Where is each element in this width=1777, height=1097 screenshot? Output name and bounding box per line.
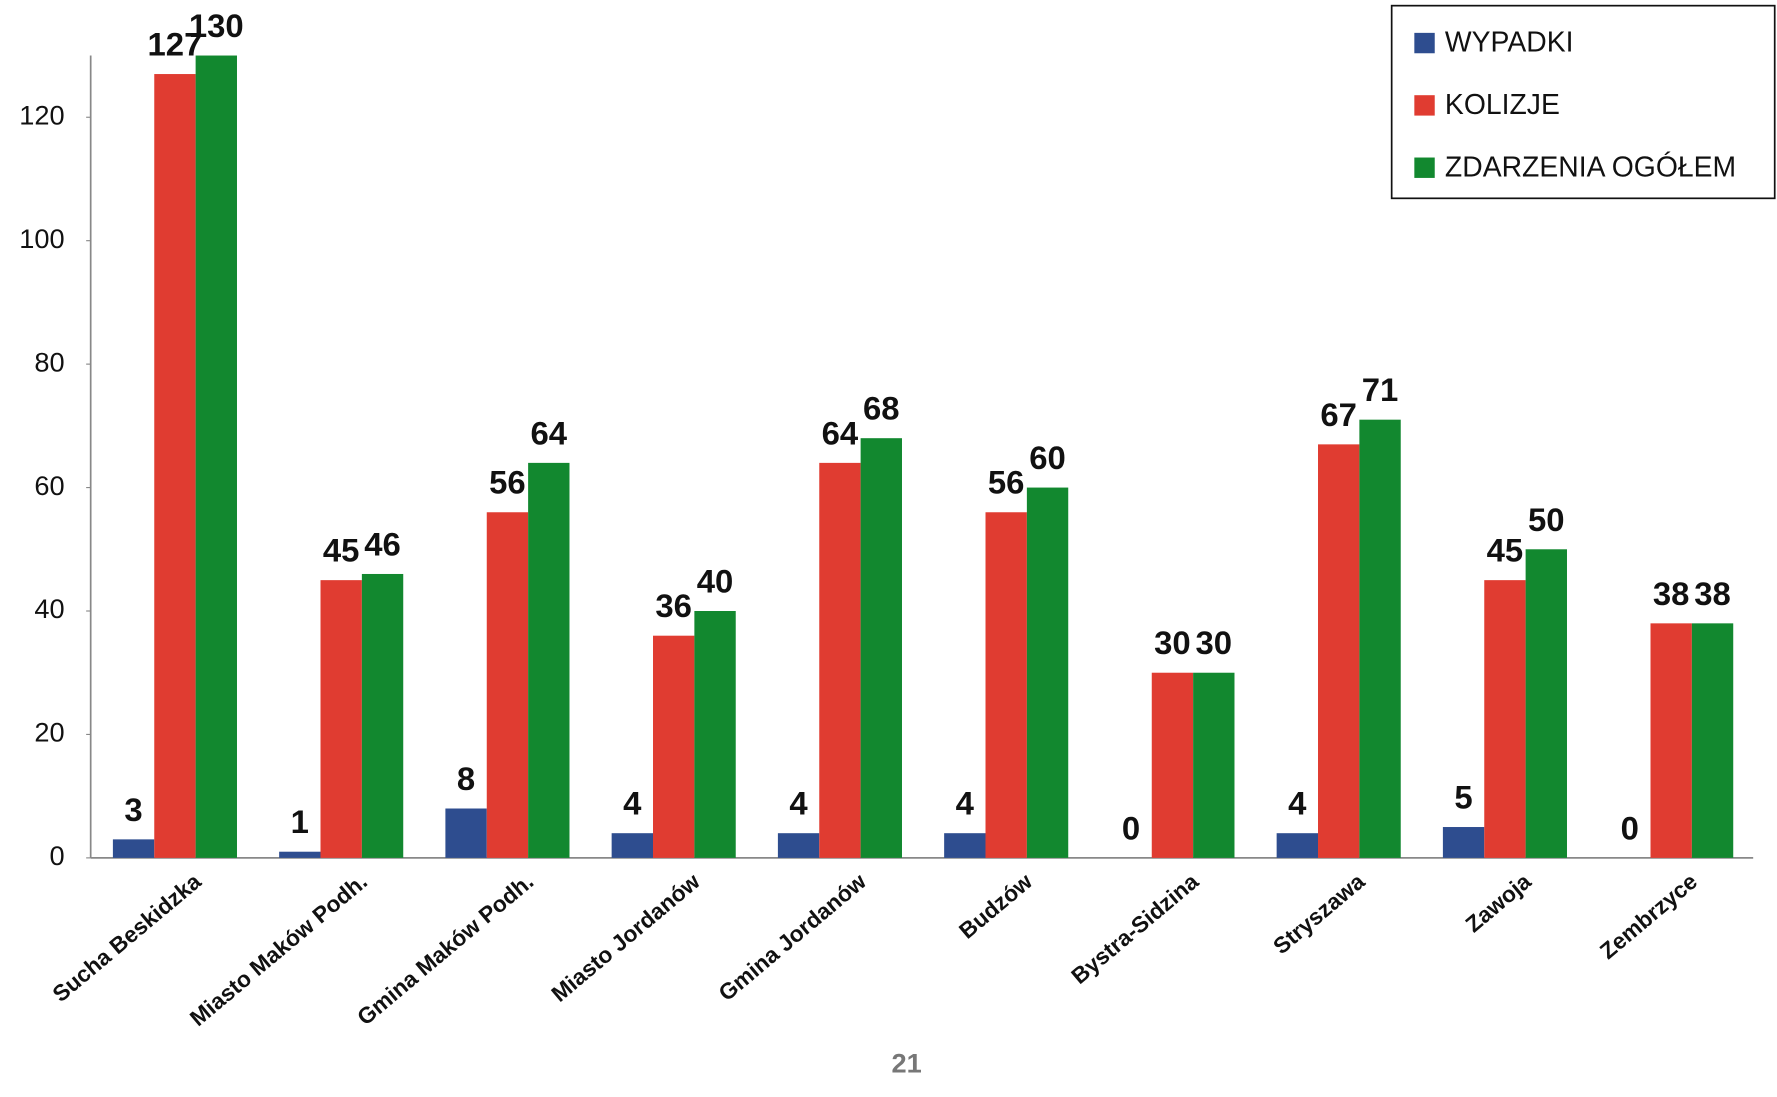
bar bbox=[361, 573, 404, 858]
bar bbox=[860, 438, 902, 858]
bar bbox=[985, 512, 1027, 858]
bar bbox=[1484, 580, 1526, 858]
bar bbox=[279, 851, 321, 858]
y-tick-label: 40 bbox=[34, 593, 64, 624]
bar bbox=[1026, 487, 1069, 858]
bar bbox=[777, 833, 820, 858]
x-tick-label: Sucha Beskidzka bbox=[47, 868, 206, 1007]
value-label: 30 bbox=[1196, 624, 1233, 661]
bar bbox=[1359, 419, 1401, 858]
value-label: 71 bbox=[1362, 371, 1399, 408]
value-label: 4 bbox=[956, 785, 975, 822]
value-label: 0 bbox=[1122, 809, 1140, 846]
value-label: 3 bbox=[124, 791, 142, 828]
bar bbox=[112, 839, 155, 858]
value-label: 5 bbox=[1454, 779, 1472, 816]
legend-swatch bbox=[1414, 32, 1435, 54]
x-tick-label: Zembrzyce bbox=[1595, 868, 1702, 964]
bar bbox=[528, 462, 570, 858]
x-tick-label: Gmina Jordanów bbox=[713, 868, 871, 1006]
y-tick-label: 20 bbox=[34, 717, 64, 748]
value-label: 0 bbox=[1621, 809, 1639, 846]
value-label: 64 bbox=[822, 414, 859, 451]
value-label: 45 bbox=[1487, 532, 1524, 569]
bar bbox=[819, 462, 861, 858]
x-tick-label: Miasto Jordanów bbox=[546, 868, 705, 1007]
value-label: 50 bbox=[1528, 501, 1565, 538]
x-tick-label: Stryszawa bbox=[1268, 868, 1370, 959]
value-label: 4 bbox=[789, 785, 808, 822]
bar bbox=[445, 808, 487, 858]
bar bbox=[1650, 623, 1692, 858]
value-label: 1 bbox=[291, 803, 309, 840]
y-tick-label: 80 bbox=[34, 346, 64, 377]
value-label: 4 bbox=[623, 785, 642, 822]
value-label: 36 bbox=[655, 587, 692, 624]
y-tick-label: 60 bbox=[34, 470, 64, 501]
value-label: 64 bbox=[531, 414, 568, 451]
y-tick-label: 0 bbox=[49, 840, 64, 871]
value-label: 68 bbox=[863, 390, 900, 427]
bar bbox=[1151, 672, 1194, 858]
legend-swatch bbox=[1414, 95, 1435, 116]
legend-label: ZDARZENIA OGÓŁEM bbox=[1445, 151, 1736, 183]
bar bbox=[1318, 444, 1360, 858]
bar bbox=[486, 512, 529, 858]
bar bbox=[320, 580, 362, 858]
value-label: 60 bbox=[1029, 439, 1066, 476]
x-tick-label: Gmina Maków Podh. bbox=[352, 868, 538, 1030]
value-label: 45 bbox=[323, 532, 360, 569]
value-label: 56 bbox=[489, 464, 526, 501]
bar bbox=[653, 635, 695, 858]
legend-label: KOLIZJE bbox=[1445, 89, 1560, 121]
value-label: 4 bbox=[1288, 785, 1307, 822]
bar bbox=[694, 611, 736, 858]
value-label: 40 bbox=[697, 562, 734, 599]
bar bbox=[1193, 672, 1235, 858]
value-label: 56 bbox=[988, 464, 1025, 501]
legend-box bbox=[1390, 4, 1776, 200]
page-number: 21 bbox=[892, 1047, 922, 1078]
value-label: 67 bbox=[1320, 396, 1357, 433]
x-tick-label: Bystra-Sidzina bbox=[1066, 868, 1204, 989]
bar bbox=[1525, 549, 1567, 858]
value-label: 127 bbox=[148, 26, 203, 63]
x-tick-label: Budzów bbox=[954, 868, 1038, 944]
bar bbox=[1442, 827, 1485, 858]
value-label: 46 bbox=[364, 525, 401, 562]
legend-swatch bbox=[1414, 157, 1435, 178]
bar bbox=[1276, 833, 1319, 858]
bar bbox=[154, 74, 196, 858]
y-tick-label: 100 bbox=[19, 223, 64, 254]
value-label: 38 bbox=[1694, 575, 1731, 612]
bar bbox=[611, 833, 654, 858]
value-label: 38 bbox=[1653, 575, 1690, 612]
value-label: 30 bbox=[1154, 624, 1191, 661]
value-label: 130 bbox=[189, 7, 244, 44]
bar bbox=[944, 833, 986, 858]
bar bbox=[1691, 623, 1734, 858]
value-label: 8 bbox=[457, 760, 475, 797]
legend-label: WYPADKI bbox=[1445, 27, 1574, 59]
x-tick-label: Miasto Maków Podh. bbox=[185, 868, 372, 1031]
x-tick-label: Zawoja bbox=[1460, 868, 1536, 938]
y-tick-label: 120 bbox=[19, 99, 64, 130]
bar bbox=[195, 55, 237, 858]
